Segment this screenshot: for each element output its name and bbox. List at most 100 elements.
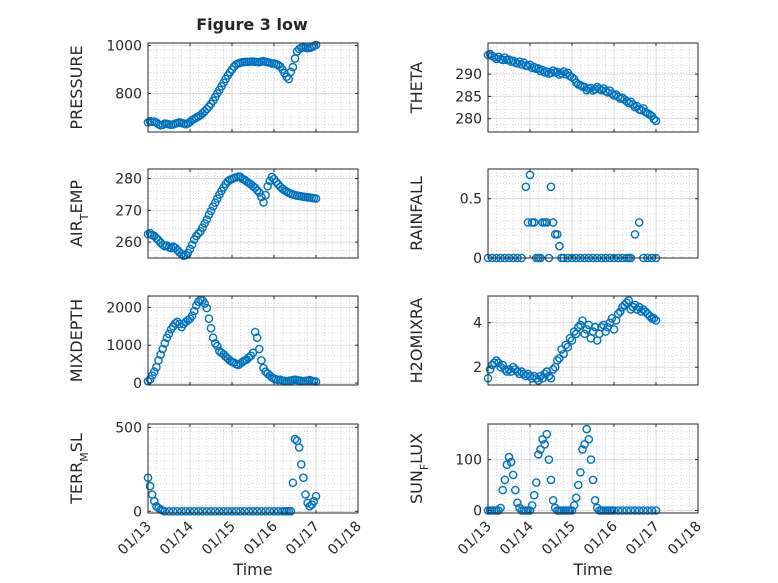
subplot-2: 260 270 280 AIRTEMP (67, 168, 359, 261)
data-point (210, 198, 220, 207)
data-point (248, 348, 258, 358)
series-5 (483, 296, 661, 385)
data-point (149, 367, 159, 377)
data-point (580, 329, 589, 339)
data-point (254, 344, 264, 354)
data-point (202, 104, 212, 114)
y-axis-label-main: RAINFALL (407, 176, 426, 251)
data-point (301, 490, 310, 499)
data-point (578, 316, 587, 325)
subplot-0: 800 1000 PRESSURE (67, 38, 359, 133)
y-axis-label-subscript: T (78, 213, 91, 221)
data-point (544, 371, 554, 381)
data-point (567, 73, 577, 82)
data-point (538, 434, 547, 444)
data-point (198, 506, 207, 516)
data-point (628, 302, 638, 312)
data-point (238, 357, 247, 367)
data-point (202, 303, 212, 313)
data-point (622, 506, 631, 515)
y-axis-label-main: SUN (407, 470, 426, 504)
y-tick-label: 270 (115, 203, 142, 219)
data-point (506, 367, 516, 376)
data-point (553, 356, 562, 365)
data-point (578, 445, 587, 454)
data-point (263, 181, 273, 191)
data-point (618, 506, 627, 515)
data-point (571, 493, 581, 503)
data-point (288, 62, 298, 72)
data-point (576, 320, 585, 330)
data-point (588, 475, 598, 485)
data-point (534, 64, 543, 73)
data-point (504, 452, 514, 462)
series-2 (143, 172, 321, 261)
data-point (191, 231, 201, 241)
data-point (634, 506, 644, 515)
data-point (498, 360, 508, 370)
data-point (525, 506, 535, 515)
y-tick-label: 0 (473, 251, 482, 267)
data-point (529, 490, 539, 500)
data-point (496, 503, 505, 513)
data-point (649, 114, 659, 124)
x-axis-label: Time (232, 560, 272, 579)
data-point (173, 506, 182, 516)
y-axis-label-main: PRESSURE (67, 45, 86, 129)
data-point (296, 459, 306, 469)
data-point (250, 183, 260, 193)
data-point (534, 376, 543, 385)
axes-box (487, 423, 699, 514)
data-point (630, 506, 640, 515)
data-point (311, 40, 321, 50)
y-axis-label-main: H2OMIXRA (407, 298, 426, 384)
data-point (267, 172, 277, 182)
data-point (510, 485, 520, 495)
data-point (194, 229, 203, 238)
y-tick-label: 285 (455, 89, 482, 105)
data-point (204, 314, 214, 324)
data-point (502, 460, 512, 470)
data-point (252, 506, 262, 516)
data-point (294, 443, 304, 452)
data-point (634, 302, 644, 312)
data-point (244, 506, 254, 516)
data-point (613, 309, 623, 319)
data-point (496, 362, 505, 372)
data-point (546, 373, 556, 383)
data-point (200, 107, 209, 116)
data-point (624, 98, 634, 108)
data-point (194, 506, 203, 516)
data-point (299, 473, 308, 483)
data-point (624, 296, 634, 305)
data-point (542, 67, 552, 76)
data-point (548, 495, 558, 505)
data-point (261, 190, 270, 200)
y-tick-label: 1000 (106, 38, 142, 54)
data-point (532, 373, 541, 383)
data-point (492, 356, 501, 365)
data-point (590, 495, 600, 505)
data-point (548, 218, 558, 227)
data-point (557, 69, 566, 78)
data-point (265, 506, 275, 516)
data-point (647, 506, 657, 515)
data-point (177, 506, 186, 516)
y-axis-label: H2OMIXRA (407, 298, 426, 384)
data-point (651, 316, 661, 325)
data-point (236, 506, 245, 516)
data-point (506, 457, 516, 467)
data-point (513, 59, 522, 68)
data-point (561, 340, 571, 350)
y-axis-label-tail: LUX (407, 433, 426, 464)
data-point (231, 506, 241, 516)
data-point (250, 327, 260, 337)
data-point (185, 244, 195, 254)
y-tick-label: 500 (115, 420, 142, 436)
y-tick-label: 4 (473, 316, 482, 332)
data-point (305, 501, 315, 511)
data-point (513, 498, 522, 508)
data-point (500, 53, 510, 63)
y-axis-label: MIXDEPTH (67, 299, 86, 382)
data-point (154, 356, 163, 365)
